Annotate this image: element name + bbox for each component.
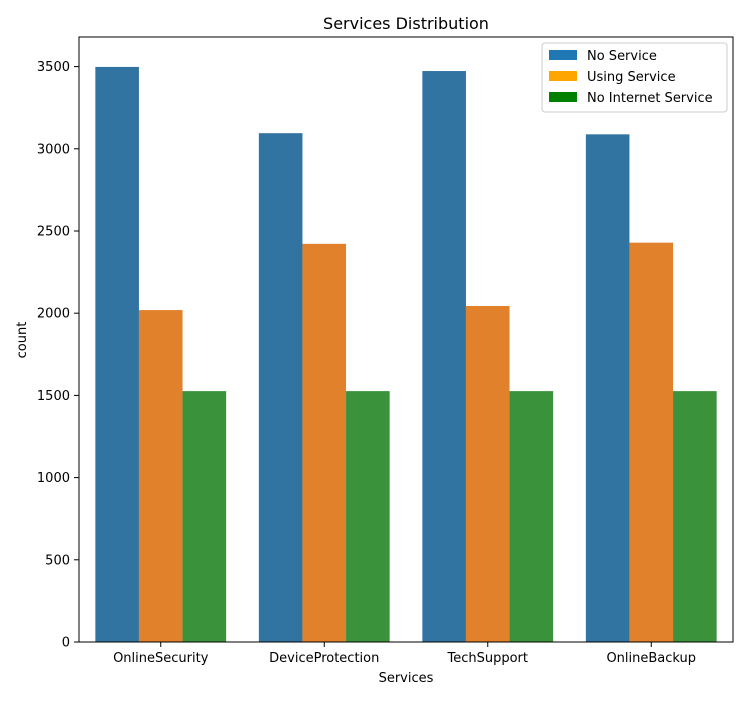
legend-label: Using Service <box>587 70 676 85</box>
y-tick-label: 2000 <box>37 307 70 322</box>
x-axis-label: Services <box>379 671 434 686</box>
bar <box>138 310 183 642</box>
y-tick-label: 1000 <box>37 471 70 486</box>
legend-swatch <box>549 50 577 60</box>
bars-layer <box>95 66 717 643</box>
bar <box>95 66 139 643</box>
bar <box>302 243 347 642</box>
legend-swatch <box>549 71 577 81</box>
bar <box>346 391 390 642</box>
y-tick-label: 1500 <box>37 389 70 404</box>
plot-frame <box>78 36 734 643</box>
x-tick-label: OnlineSecurity <box>113 651 209 666</box>
bar <box>258 133 303 642</box>
bar <box>673 391 717 642</box>
x-tick-label: DeviceProtection <box>269 651 379 666</box>
bar <box>422 71 466 642</box>
bar <box>509 391 554 642</box>
y-tick-label: 0 <box>62 636 70 651</box>
y-tick-label: 2500 <box>37 224 70 239</box>
x-tick-label: TechSupport <box>446 651 528 666</box>
y-tick-label: 500 <box>45 553 70 568</box>
bar <box>465 305 510 642</box>
legend-frame <box>541 42 728 113</box>
x-tick-label: OnlineBackup <box>606 651 696 666</box>
bar <box>629 242 674 643</box>
legend-label: No Service <box>587 49 657 64</box>
y-axis-label: count <box>15 322 30 359</box>
legend-swatch <box>549 92 577 102</box>
bar <box>182 391 227 642</box>
y-tick-label: 3000 <box>37 142 70 157</box>
legend-label: No Internet Service <box>587 91 713 106</box>
bar <box>585 134 630 642</box>
legend: No Service Using Service No Internet Servi… <box>541 42 728 113</box>
axes-layer: OnlineSecurity DeviceProtection TechSuppor… <box>37 36 734 666</box>
chart-title: Services Distribution <box>323 14 489 33</box>
y-tick-label: 3500 <box>37 60 70 75</box>
